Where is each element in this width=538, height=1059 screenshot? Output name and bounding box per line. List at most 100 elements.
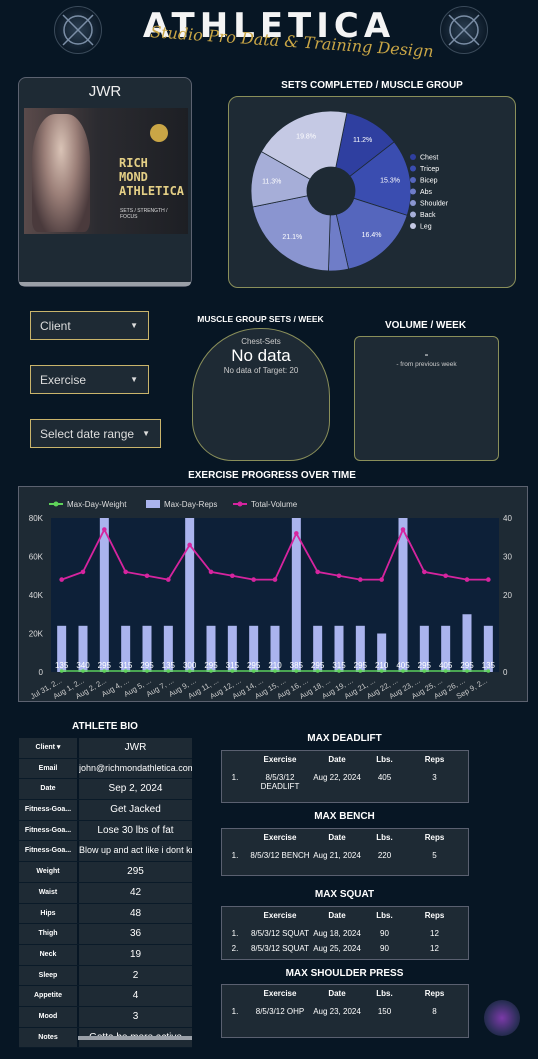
bio-value: JWR: [79, 738, 192, 758]
volume-point[interactable]: [251, 577, 256, 582]
volume-point[interactable]: [294, 531, 299, 536]
bio-value: 36: [79, 924, 192, 944]
pie-chart-title: SETS COMPLETED / MUSCLE GROUP: [281, 80, 463, 91]
volume-point[interactable]: [144, 573, 150, 579]
bar[interactable]: [462, 614, 472, 672]
table-cell: 2.: [231, 944, 239, 953]
exercise-dropdown[interactable]: Exercise ▼: [30, 365, 149, 394]
bio-value: 2: [79, 965, 192, 986]
bar[interactable]: [121, 625, 131, 672]
column-header[interactable]: Lbs.: [376, 989, 393, 998]
volume-point[interactable]: [80, 569, 86, 575]
bar-value-label: 135: [482, 661, 496, 670]
bar[interactable]: [441, 625, 451, 672]
volume-point[interactable]: [443, 573, 448, 579]
legend-swatch: [410, 188, 416, 195]
bar[interactable]: [334, 625, 344, 672]
bar[interactable]: [206, 625, 216, 672]
column-header[interactable]: Reps: [424, 755, 445, 764]
client-dropdown-label: Client: [40, 319, 71, 333]
bar[interactable]: [377, 633, 387, 673]
legend-swatch: [410, 177, 416, 183]
bar[interactable]: [227, 625, 237, 672]
banner-crest-icon: [150, 124, 168, 142]
table-cell: 12: [430, 929, 439, 938]
column-header[interactable]: Reps: [424, 989, 445, 998]
bar[interactable]: [78, 625, 88, 672]
bio-value: Lose 30 lbs of fat: [79, 820, 192, 841]
column-header[interactable]: Date: [328, 755, 346, 764]
profile-card: JWR RICH MOND ATHLETICA SETS / STRENGTH …: [18, 77, 192, 287]
column-header[interactable]: Lbs.: [376, 755, 393, 764]
bar[interactable]: [249, 625, 259, 672]
progress-chart: Max-Day-Weight Max-Day-Reps Total-Volume 0 2…: [29, 500, 512, 701]
bar[interactable]: [163, 625, 173, 672]
bio-key: Hips: [19, 903, 77, 924]
column-header[interactable]: Exercise: [263, 755, 297, 764]
volume-point[interactable]: [422, 569, 427, 575]
volume-point[interactable]: [187, 542, 192, 548]
volume-point[interactable]: [464, 577, 470, 582]
chevron-down-icon: ▼: [130, 375, 138, 384]
volume-point[interactable]: [272, 577, 278, 582]
max-table-title: MAX SQUAT: [314, 889, 375, 900]
volume-point[interactable]: [166, 577, 171, 582]
bio-scrollbar[interactable]: [78, 1036, 192, 1040]
volume-title: VOLUME / WEEK: [384, 320, 467, 331]
bar[interactable]: [419, 625, 429, 672]
volume-point[interactable]: [230, 573, 235, 579]
client-dropdown[interactable]: Client ▼: [30, 311, 149, 340]
weight-point: [209, 669, 213, 673]
bar[interactable]: [99, 518, 109, 672]
bar[interactable]: [355, 625, 365, 672]
column-header[interactable]: Exercise: [263, 989, 297, 998]
volume-point[interactable]: [379, 577, 384, 582]
weight-point: [401, 669, 405, 673]
bar[interactable]: [313, 625, 323, 672]
weight-point: [465, 669, 469, 673]
table-row: Date Sep 2, 2024: [19, 779, 192, 801]
bar[interactable]: [57, 625, 67, 672]
date-range-dropdown[interactable]: Select date range ▼: [30, 419, 161, 448]
chevron-down-icon: ▼: [130, 321, 138, 330]
column-header[interactable]: Lbs.: [376, 833, 393, 842]
table-row: 1. 8/5/3/12 SQUAT Aug 18, 2024 90 12: [222, 929, 468, 949]
column-header[interactable]: Lbs.: [376, 911, 393, 920]
bar-value-label: 210: [375, 661, 389, 670]
bar-value-label: 295: [354, 661, 368, 670]
volume-point[interactable]: [208, 569, 214, 575]
bar[interactable]: [142, 625, 152, 672]
volume-point[interactable]: [123, 569, 128, 575]
bio-key[interactable]: Client ▾: [19, 738, 77, 758]
weight-point: [379, 669, 384, 673]
bar-value-label: 135: [162, 661, 176, 670]
column-header[interactable]: Exercise: [263, 911, 297, 920]
legend-swatch: [410, 223, 416, 229]
volume-point[interactable]: [486, 577, 491, 582]
table-row: Fitness-Goa... Blow up and act like i don…: [19, 841, 192, 863]
profile-name: JWR: [88, 83, 122, 100]
y-right-tick-label: 0: [503, 668, 508, 677]
column-header[interactable]: Reps: [424, 833, 445, 842]
volume-point[interactable]: [59, 577, 64, 582]
column-header[interactable]: Exercise: [263, 833, 297, 842]
column-header[interactable]: Date: [328, 989, 346, 998]
bio-key: Notes: [19, 1027, 77, 1048]
bar[interactable]: [483, 625, 493, 672]
legend-label: Shoulder: [420, 201, 449, 208]
column-header[interactable]: Date: [328, 833, 346, 842]
column-header[interactable]: Date: [328, 911, 346, 920]
bar[interactable]: [398, 518, 408, 672]
volume-point[interactable]: [315, 569, 320, 575]
bar[interactable]: [291, 518, 301, 672]
table-cell: 5: [432, 851, 437, 860]
volume-point[interactable]: [358, 577, 363, 582]
volume-point[interactable]: [400, 527, 406, 532]
bar[interactable]: [185, 518, 195, 672]
volume-point[interactable]: [102, 527, 107, 532]
bar-value-label: 295: [204, 661, 218, 670]
bio-value: Blow up and act like i dont know nobody: [79, 841, 192, 862]
bar[interactable]: [270, 625, 280, 672]
column-header[interactable]: Reps: [424, 911, 445, 920]
volume-point[interactable]: [336, 573, 342, 579]
